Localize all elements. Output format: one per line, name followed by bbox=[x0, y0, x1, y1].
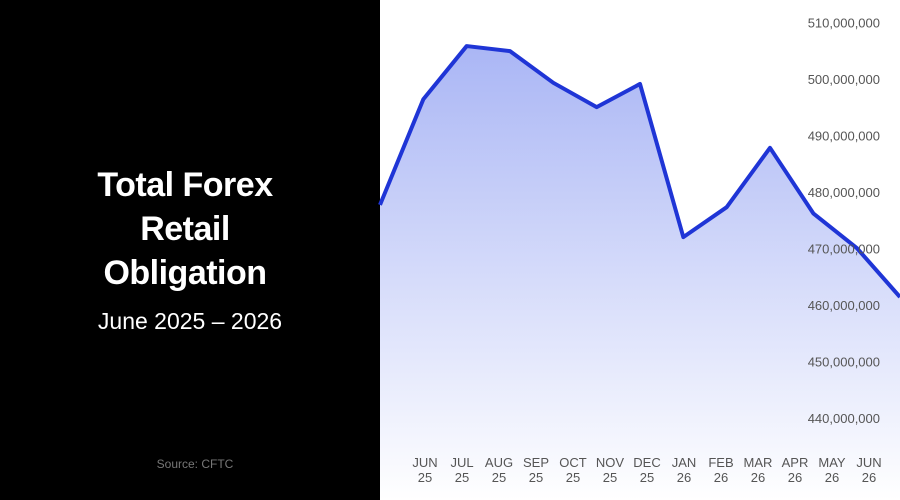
left-panel: Total Forex Retail Obligation June 2025 … bbox=[0, 0, 380, 500]
y-tick-label: 470,000,000 bbox=[808, 242, 880, 257]
x-tick-label: JUL 25 bbox=[450, 455, 474, 485]
y-tick-label: 450,000,000 bbox=[808, 355, 880, 370]
source-note: Source: CFTC bbox=[156, 457, 234, 471]
x-tick-label: JUN 26 bbox=[856, 455, 882, 485]
area-fill bbox=[380, 46, 900, 500]
x-tick-label: AUG 25 bbox=[484, 455, 514, 485]
x-tick-label: DEC 25 bbox=[633, 455, 661, 485]
x-tick-label: APR 26 bbox=[781, 455, 809, 485]
y-tick-label: 510,000,000 bbox=[808, 15, 880, 30]
chart-title: Total Forex Retail Obligation bbox=[97, 166, 273, 292]
x-tick-label: SEP 25 bbox=[522, 455, 549, 485]
y-tick-label: 500,000,000 bbox=[808, 72, 880, 87]
x-tick-label: MAR 26 bbox=[743, 455, 773, 485]
y-tick-label: 440,000,000 bbox=[808, 411, 880, 426]
x-tick-label: OCT 25 bbox=[559, 455, 587, 485]
x-tick-label: JUN 25 bbox=[412, 455, 438, 485]
x-tick-label: MAY 26 bbox=[818, 455, 846, 485]
x-tick-label: JAN 26 bbox=[671, 455, 697, 485]
y-tick-label: 480,000,000 bbox=[808, 185, 880, 200]
y-tick-label: 490,000,000 bbox=[808, 129, 880, 144]
line bbox=[378, 44, 900, 299]
x-tick-label: FEB 26 bbox=[708, 455, 734, 485]
x-tick-label: NOV 25 bbox=[595, 455, 625, 485]
chart-subtitle: June 2025 – 2026 bbox=[97, 308, 283, 334]
y-tick-label: 460,000,000 bbox=[808, 298, 880, 313]
